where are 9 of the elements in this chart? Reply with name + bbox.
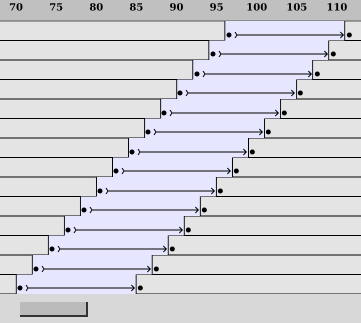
x-tick-label: 70	[9, 2, 24, 14]
x-tick-label: 95	[210, 2, 224, 14]
x-tick-label: 80	[89, 2, 104, 14]
x-tick-label: 105	[286, 2, 308, 14]
x-tick-label: 110	[326, 2, 348, 14]
x-tick-label: 75	[49, 2, 64, 14]
x-tick-label: 90	[170, 2, 184, 14]
x-tick-label: 100	[246, 2, 268, 14]
x-tick-label: 85	[129, 2, 144, 14]
